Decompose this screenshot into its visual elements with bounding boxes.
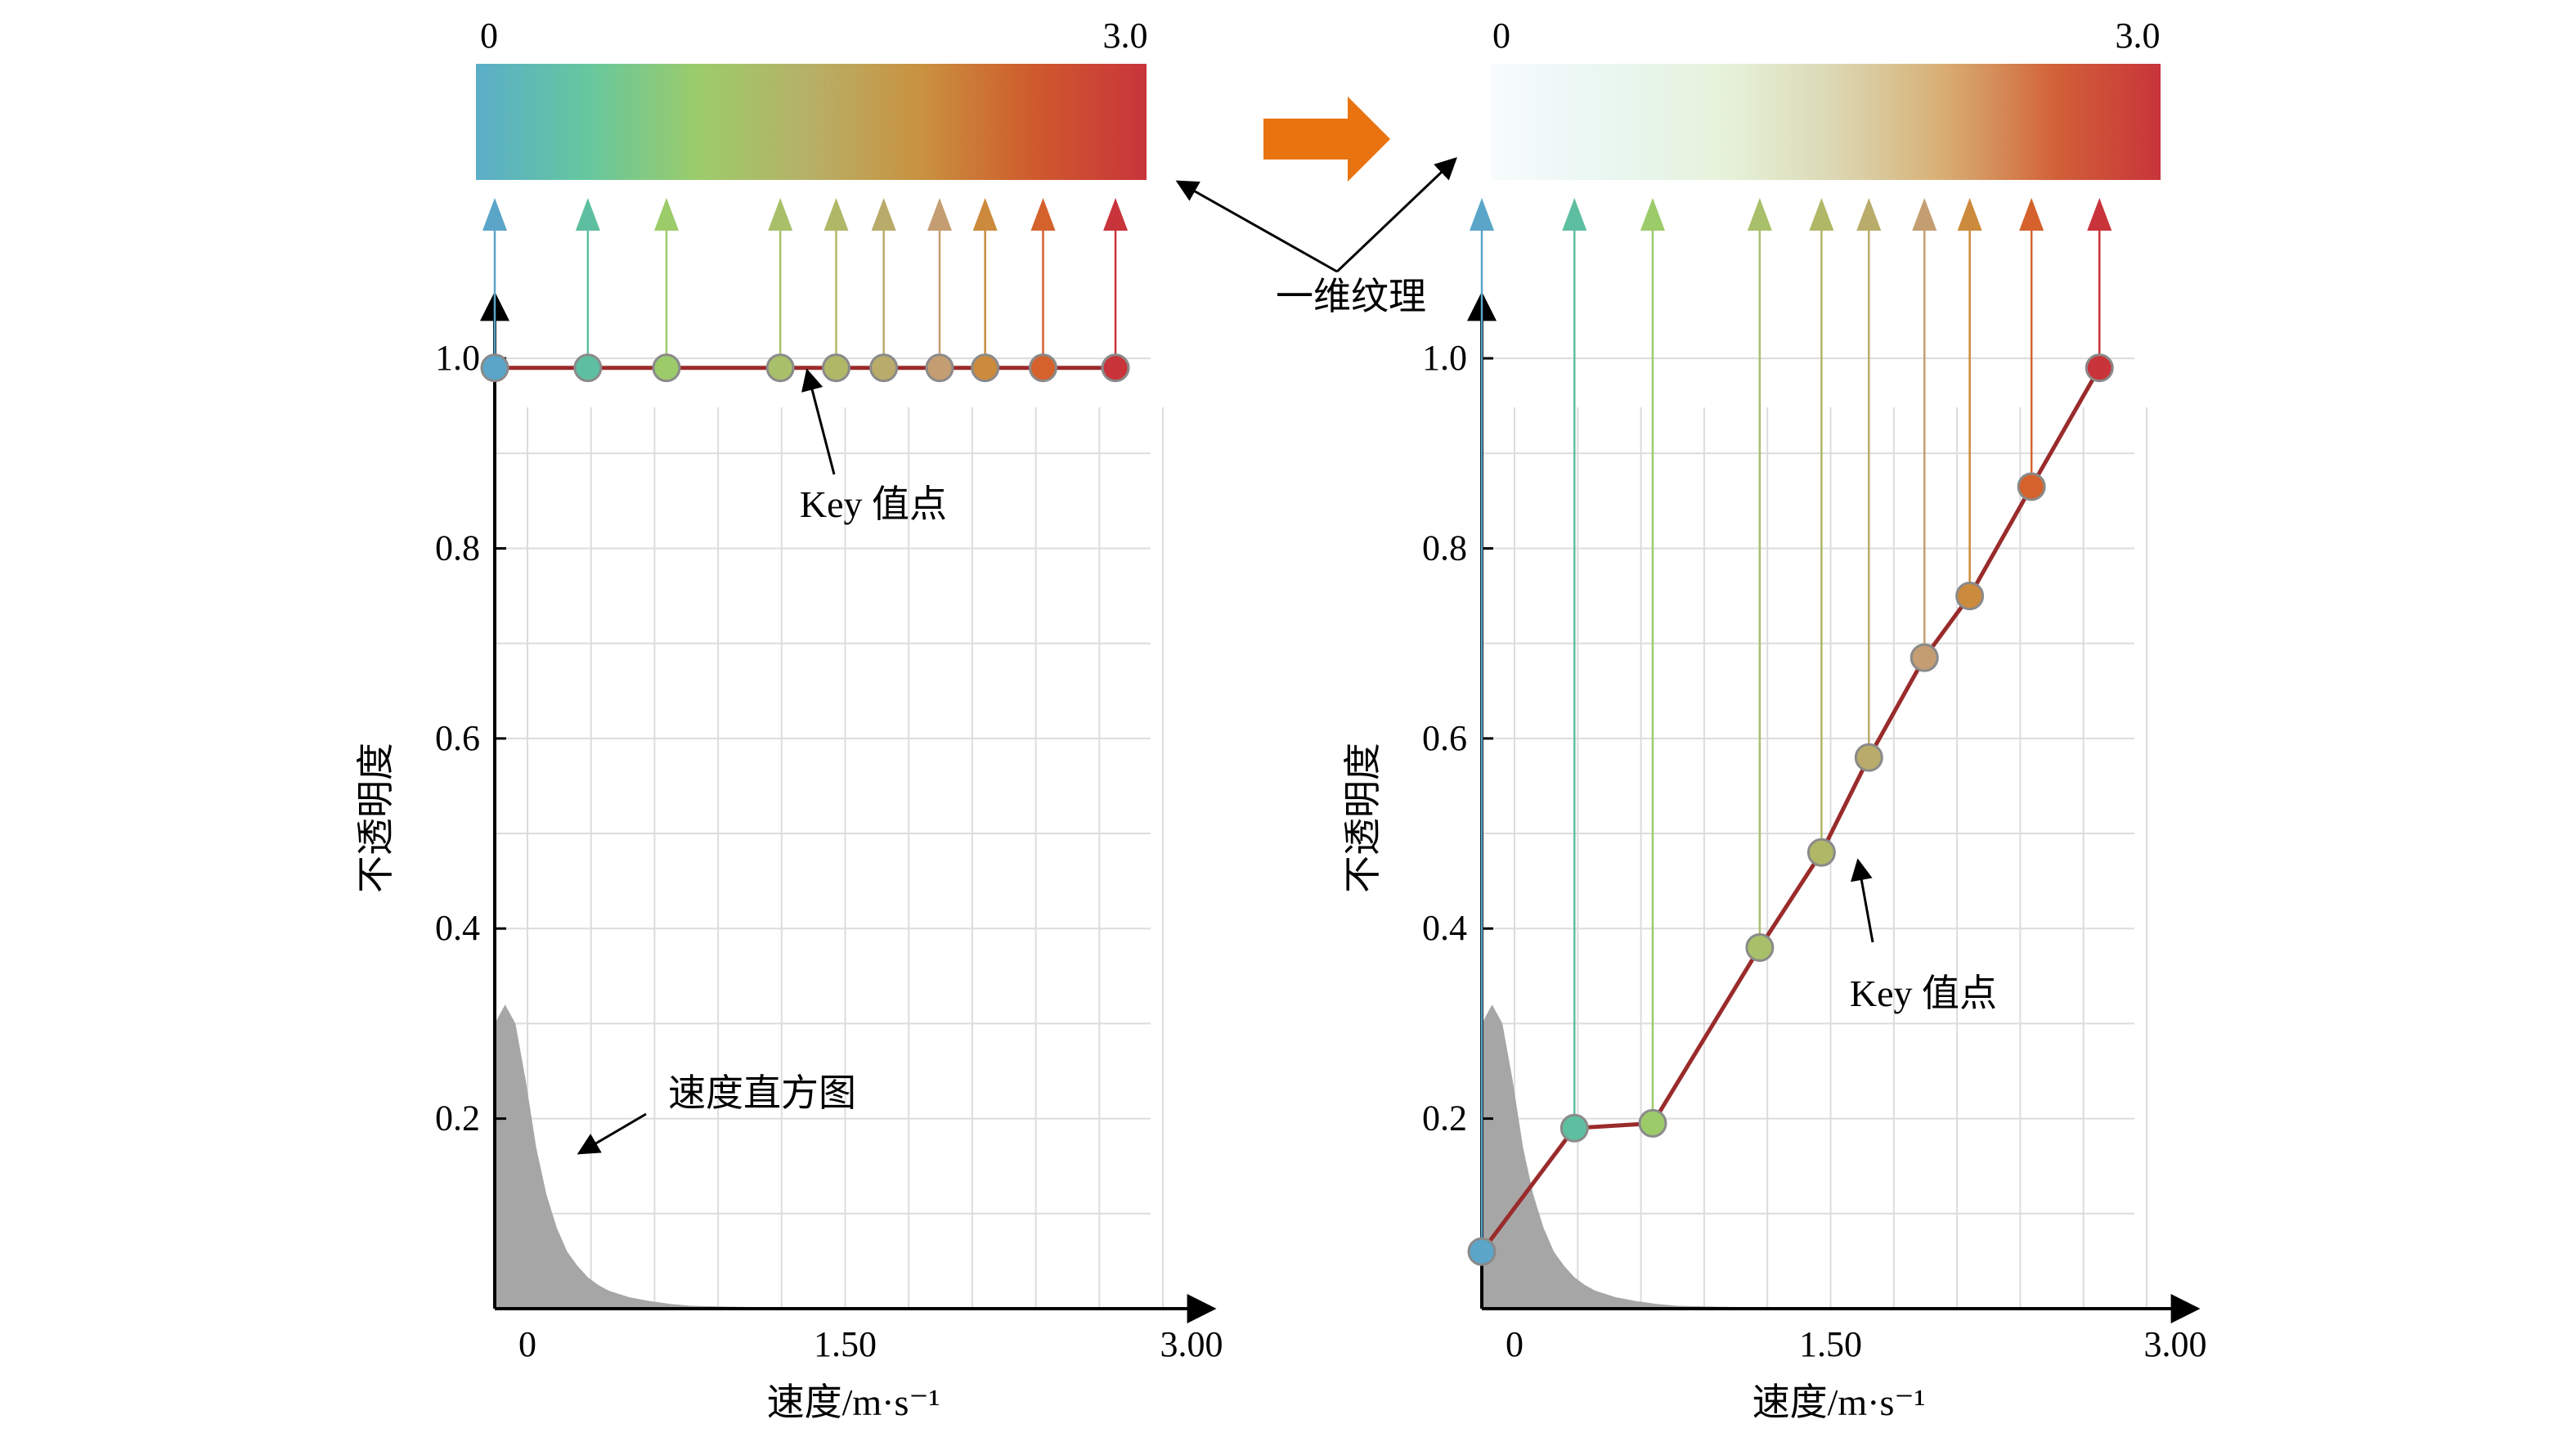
- left-drop-arrowhead-icon: [654, 198, 680, 231]
- right-drop-arrowhead-icon: [1747, 198, 1772, 231]
- left-key-point: [869, 353, 899, 383]
- left-key-point: [1101, 353, 1130, 383]
- right-x-axis-label: 速度/m·s⁻¹: [1752, 1381, 1926, 1423]
- right-y-tick-label: 0.8: [1422, 528, 1467, 568]
- right-x-tick-label: 3.00: [2144, 1324, 2207, 1364]
- left-axes: [480, 291, 1217, 1323]
- colorbar-left-min-label: 0: [480, 16, 498, 56]
- right-y-axis-label: 不透明度: [1342, 743, 1384, 893]
- left-key-point: [971, 353, 1000, 383]
- right-key-pointer: [1851, 858, 1874, 943]
- left-histogram-label: 速度直方图: [668, 1072, 856, 1114]
- right-drop-arrowhead-icon: [1856, 198, 1882, 231]
- right-drop-arrowhead-icon: [1912, 198, 1937, 231]
- right-key-point: [2085, 353, 2114, 383]
- right-key-point: [2017, 472, 2046, 501]
- texture-label: 一维纹理: [1276, 276, 1426, 317]
- right-color-drop-lines: [1470, 198, 2112, 1252]
- right-key-point: [1806, 838, 1836, 867]
- colorbar-left-gradient: [476, 64, 1147, 180]
- right-opacity-line: [1480, 366, 2102, 1253]
- right-drop-arrowhead-icon: [1957, 198, 1982, 231]
- left-key-label: Key 值点: [800, 483, 947, 525]
- left-key-point: [573, 353, 603, 383]
- right-drop-arrowhead-icon: [1562, 198, 1587, 231]
- left-y-ticks: 0.2 0.4 0.6 0.8 1.0: [435, 338, 506, 1139]
- left-drop-arrowhead-icon: [768, 198, 793, 231]
- left-y-tick-label: 0.8: [435, 528, 480, 568]
- left-x-axis-label: 速度/m·s⁻¹: [767, 1381, 940, 1423]
- texture-pointer-right: [1335, 157, 1457, 273]
- left-x-tick-label: 1.50: [814, 1324, 877, 1364]
- colorbar-right-max-label: 3.0: [2116, 16, 2161, 56]
- left-drop-arrowhead-icon: [482, 198, 507, 231]
- right-drop-arrowhead-icon: [2019, 198, 2044, 231]
- right-key-point: [1560, 1113, 1589, 1143]
- left-y-tick-label: 0.2: [435, 1098, 480, 1139]
- left-grid: [495, 357, 1164, 1309]
- left-key-point: [925, 353, 954, 383]
- left-drop-arrowhead-icon: [575, 198, 600, 231]
- right-axes: [1467, 291, 2201, 1323]
- right-key-point: [1638, 1108, 1667, 1138]
- texture-pointer-left: [1175, 180, 1338, 273]
- colorbar-left-max-label: 3.0: [1103, 16, 1148, 56]
- left-histogram-pointer: [577, 1112, 647, 1155]
- left-key-pointer: [801, 368, 836, 475]
- right-key-points: [1467, 353, 2114, 1266]
- colorbar-right-opacity-overlay: [1490, 64, 2161, 180]
- left-key-point: [480, 353, 509, 383]
- right-drop-arrowhead-icon: [2087, 198, 2112, 231]
- left-drop-arrowhead-icon: [927, 198, 952, 231]
- right-speed-histogram: [1482, 1004, 2130, 1309]
- right-x-tick-label: 0: [1506, 1324, 1524, 1364]
- right-y-tick-label: 0.2: [1422, 1098, 1467, 1139]
- right-y-tick-label: 1.0: [1422, 338, 1467, 378]
- left-drop-arrowhead-icon: [824, 198, 849, 231]
- transition-arrow-icon: [1263, 97, 1390, 182]
- right-x-tick-label: 1.50: [1799, 1324, 1862, 1364]
- right-x-ticks: 0 1.50 3.00: [1506, 1324, 2207, 1364]
- right-y-tick-label: 0.6: [1422, 718, 1467, 758]
- left-drop-arrowhead-icon: [1103, 198, 1129, 231]
- texture-annotation: 一维纹理: [1175, 157, 1457, 317]
- left-key-points: [480, 353, 1130, 383]
- left-y-tick-label: 0.6: [435, 718, 480, 758]
- left-y-tick-label: 1.0: [435, 338, 480, 378]
- left-speed-histogram: [495, 1004, 1147, 1309]
- left-x-tick-label: 0: [518, 1324, 536, 1364]
- right-drop-arrowhead-icon: [1640, 198, 1665, 231]
- left-key-point: [1028, 353, 1057, 383]
- left-color-drop-lines: [482, 198, 1129, 368]
- left-key-point: [821, 353, 850, 383]
- left-x-tick-label: 3.00: [1160, 1324, 1223, 1364]
- right-y-tick-label: 0.4: [1422, 908, 1467, 948]
- right-drop-arrowhead-icon: [1470, 198, 1494, 231]
- right-key-point: [1955, 582, 1985, 611]
- left-x-ticks: 0 1.50 3.00: [518, 1324, 1223, 1364]
- chart-left: 0.20.40.60.81.0 0 1.50 3.00 不透明度 速度/m·s⁻¹ …: [355, 198, 1223, 1423]
- chart-right: 0.20.40.60.81.0 0 1.50 3.00 不透明度 速度/m·s⁻¹ …: [1342, 198, 2207, 1423]
- left-y-tick-label: 0.4: [435, 908, 480, 948]
- right-key-point: [1745, 932, 1775, 962]
- right-drop-arrowhead-icon: [1809, 198, 1834, 231]
- left-drop-arrowhead-icon: [871, 198, 896, 231]
- left-y-axis-label: 不透明度: [355, 743, 397, 893]
- colorbar-left: 0 3.0: [476, 16, 1148, 180]
- colorbar-right: 0 3.0: [1490, 16, 2161, 180]
- right-key-label: Key 值点: [1850, 973, 1997, 1014]
- left-key-point: [652, 353, 681, 383]
- right-y-ticks: 0.2 0.4 0.6 0.8 1.0: [1422, 338, 1493, 1139]
- right-key-point: [1854, 743, 1883, 772]
- left-drop-arrowhead-icon: [972, 198, 998, 231]
- right-grid: [1482, 357, 2147, 1309]
- left-drop-arrowhead-icon: [1030, 198, 1056, 231]
- left-key-point: [765, 353, 795, 383]
- right-key-point: [1910, 643, 1939, 672]
- right-key-point: [1467, 1237, 1497, 1266]
- colorbar-right-min-label: 0: [1492, 16, 1510, 56]
